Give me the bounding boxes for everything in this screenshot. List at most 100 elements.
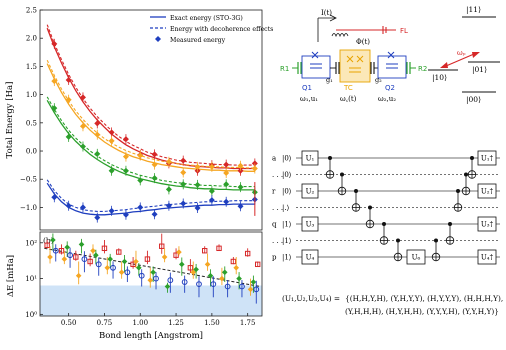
legend-measured: Measured energy <box>170 37 226 44</box>
error-point <box>221 269 228 276</box>
measured-energy-point <box>65 76 72 83</box>
panel-label-b: (b) <box>43 236 54 245</box>
error-point <box>95 261 102 268</box>
energy-y-tick-label: −1.0 <box>20 204 37 212</box>
q2-circuit <box>377 55 407 79</box>
drive-label: I(t) <box>321 9 332 17</box>
error-point <box>244 250 251 257</box>
legend-exact: Exact energy (STO-3G) <box>170 15 243 22</box>
measured-energy-point <box>51 105 58 112</box>
error-point <box>210 281 217 288</box>
transition-arrowhead-right-icon <box>472 52 480 58</box>
gate-box-left <box>301 249 319 265</box>
x-tick-label: 1.50 <box>204 319 220 327</box>
measured-energy-point <box>137 177 144 184</box>
error-point <box>196 281 202 288</box>
gate-box-left <box>301 183 319 199</box>
level-10: |10⟩ <box>432 73 447 82</box>
flux-coil-icon <box>331 33 349 38</box>
x-tick-label: 0.50 <box>61 319 77 327</box>
cnot-control <box>464 172 468 177</box>
error-point <box>121 258 128 265</box>
measured-energy-point <box>251 160 258 167</box>
error-point <box>190 269 197 276</box>
quantum-circuit: a |0⟩. . .|0⟩r |0⟩. . .|.⟩q |1⟩. . .|1⟩p |1⟩… <box>272 150 500 265</box>
g1-label: g₁ <box>326 76 333 84</box>
gate-label-left: U₃ <box>306 221 315 229</box>
gate-label-right: U₁† <box>481 155 494 163</box>
q1-label: Q1 <box>302 84 312 92</box>
gate-box-right <box>477 150 497 166</box>
measured-energy-point <box>108 137 115 144</box>
circuit-row-ket: |0⟩ <box>282 155 292 163</box>
circuit-row-ket: |.⟩ <box>282 204 290 212</box>
error-plot: (b) 10² 10¹ 10⁰ 0.50 0.75 1.00 1.25 1.50 1.75 Δ… <box>6 231 263 341</box>
error-point <box>150 269 156 276</box>
legend-decoherence: Energy with decoherence effects <box>170 26 273 33</box>
measured-energy-point <box>223 161 230 168</box>
r1-label: R1 <box>280 65 289 73</box>
error-trend-line <box>44 247 261 288</box>
r2-label: R2 <box>418 65 427 73</box>
circuit-row-label: . . . <box>272 237 283 245</box>
measured-energy-point <box>94 214 101 221</box>
q2-params: ω₂,u₂ <box>378 95 396 103</box>
error-point <box>67 252 73 259</box>
measured-energy-point <box>208 197 215 204</box>
measured-energy-point <box>94 150 101 157</box>
error-y-tick-label: 10¹ <box>25 275 37 283</box>
error-plot-frame <box>39 231 263 317</box>
error-point <box>78 241 85 248</box>
energy-y-tick-label: 0.0 <box>26 148 37 156</box>
cnot-control <box>368 205 372 210</box>
circuit-row-ket: |0⟩ <box>282 188 292 196</box>
exact-energy-curve <box>46 27 255 170</box>
gate-box-right <box>477 216 497 232</box>
x-tick-label: 1.25 <box>168 319 184 327</box>
measured-energy-point <box>180 200 187 207</box>
energy-y-tick-label: 1.0 <box>26 91 37 99</box>
measured-energy-point <box>237 162 244 169</box>
cnot-control <box>340 172 344 177</box>
error-point <box>236 275 242 282</box>
cnot-control <box>382 222 386 226</box>
error-point <box>130 261 136 268</box>
circuit-row-label: p <box>272 254 277 262</box>
measured-energy-point <box>122 136 129 143</box>
gate-box-left <box>301 150 319 166</box>
measured-energy-point <box>223 170 230 177</box>
measured-energy-point <box>137 204 144 211</box>
error-point <box>230 258 237 265</box>
measured-energy-point <box>251 165 258 172</box>
measured-energy-point <box>151 211 158 218</box>
gate-equation-lhs: (U₁,U₂,U₃,U₄) = <box>282 294 340 303</box>
q1-junction-icon <box>311 51 319 59</box>
error-point <box>202 248 208 254</box>
measured-energy-point <box>237 167 244 174</box>
cnot-control <box>328 156 332 160</box>
measured-energy-point <box>137 152 144 159</box>
gate-box-left <box>301 216 319 232</box>
error-point <box>255 261 261 268</box>
error-point <box>250 279 257 285</box>
measured-energy-point <box>51 78 58 85</box>
exact-energy-curve <box>46 63 255 172</box>
decoherence-energy-curve <box>46 59 255 169</box>
measured-energy-point <box>194 205 201 211</box>
level-11: |11⟩ <box>466 5 481 14</box>
energy-levels: |11⟩ |10⟩ |01⟩ |00⟩ ωₚ <box>428 5 500 104</box>
exact-energy-curve <box>46 182 255 216</box>
flux-line-label: FL <box>400 27 408 35</box>
q1-circuit <box>301 55 331 79</box>
error-point <box>138 272 145 279</box>
energy-y-tick-label: 1.5 <box>26 63 37 71</box>
measured-energy-point <box>165 202 172 209</box>
x-tick-label: 1.00 <box>132 319 148 327</box>
measured-energy-point <box>65 133 72 140</box>
error-point <box>167 277 174 284</box>
error-point <box>207 272 214 279</box>
drive-arrow-icon <box>329 14 337 22</box>
measured-energy-point <box>108 207 115 214</box>
measured-energy-point <box>151 161 158 168</box>
circuit-row-ket: |1⟩ <box>282 221 292 229</box>
